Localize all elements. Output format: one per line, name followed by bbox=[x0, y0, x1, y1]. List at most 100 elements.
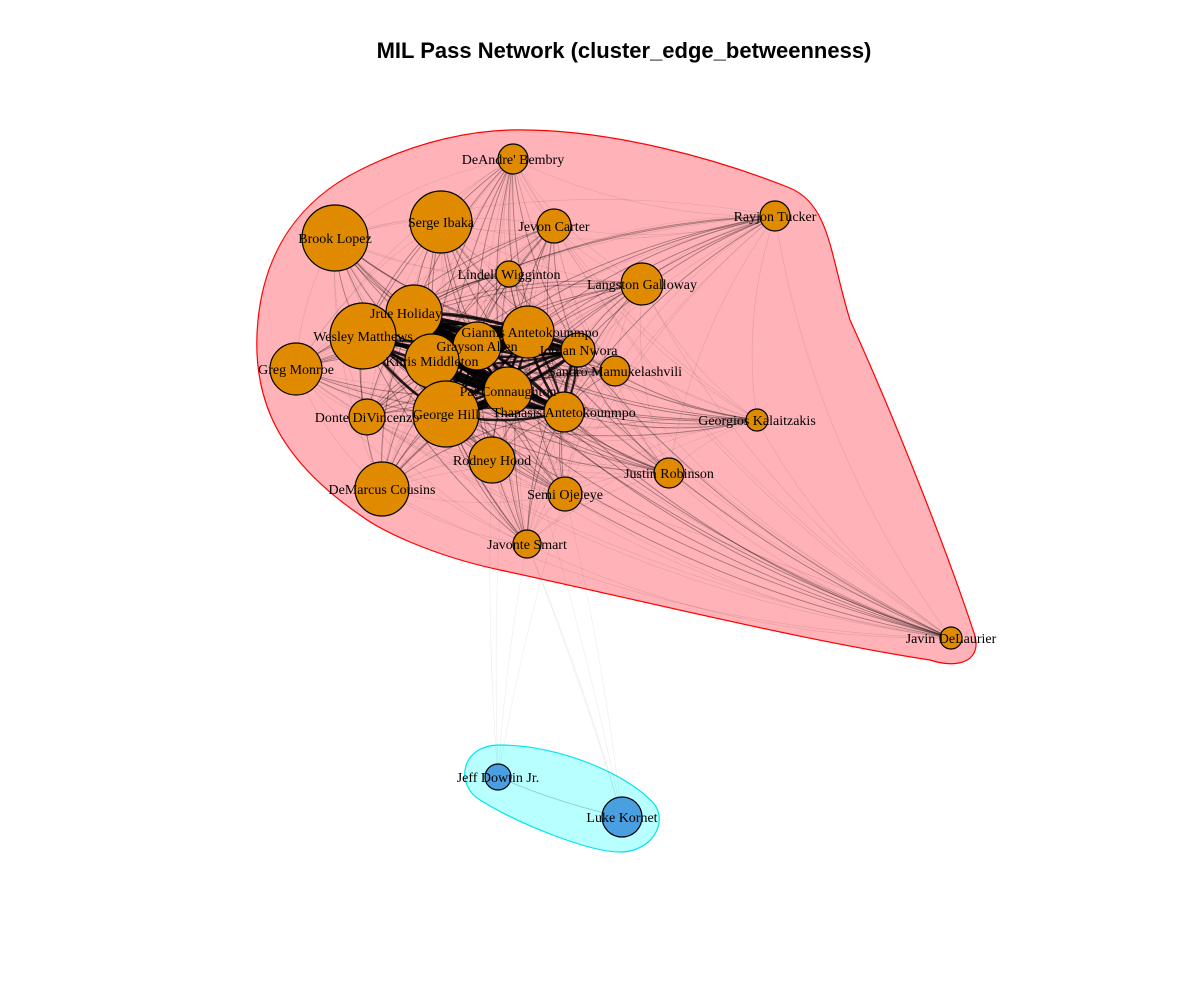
pass-edge bbox=[563, 411, 758, 429]
pass-edge bbox=[295, 368, 758, 429]
pass-edge bbox=[491, 417, 758, 461]
player-node bbox=[745, 408, 769, 432]
pass-edge bbox=[508, 215, 776, 275]
pass-edge bbox=[639, 283, 670, 474]
pass-edge bbox=[512, 158, 565, 413]
pass-edge bbox=[751, 215, 776, 421]
pass-edge bbox=[512, 158, 579, 351]
chart-title: MIL Pass Network (cluster_edge_betweenne… bbox=[377, 38, 872, 63]
player-node bbox=[653, 457, 685, 489]
player-label: Jordan Nwora bbox=[539, 344, 619, 359]
pass-edge bbox=[526, 370, 616, 545]
player-label: DeMarcus Cousins bbox=[329, 483, 436, 498]
pass-edge bbox=[295, 368, 493, 461]
player-node bbox=[412, 380, 480, 448]
pass-edge bbox=[508, 273, 952, 639]
pass-edge bbox=[756, 419, 952, 639]
player-node bbox=[543, 391, 585, 433]
player-node bbox=[483, 366, 533, 416]
pass-edge bbox=[491, 459, 623, 818]
player-node bbox=[329, 302, 397, 370]
pass-edge bbox=[553, 215, 776, 235]
pass-edge bbox=[507, 390, 952, 639]
player-node bbox=[409, 190, 473, 254]
player-node bbox=[348, 398, 386, 436]
pass-edge bbox=[295, 368, 509, 396]
pass-edge bbox=[553, 225, 670, 474]
pass-edge bbox=[564, 493, 952, 639]
pass-edge bbox=[497, 493, 566, 778]
pass-edge bbox=[366, 416, 952, 639]
pass-edge bbox=[508, 273, 670, 474]
player-node bbox=[301, 204, 369, 272]
player-label: Donte DiVincenzo bbox=[315, 411, 420, 426]
pass-edge bbox=[381, 488, 952, 639]
nodes-group bbox=[269, 143, 963, 838]
pass-edge bbox=[564, 493, 623, 818]
pass-edge bbox=[295, 368, 566, 495]
pass-edge bbox=[526, 349, 579, 545]
player-label: Jrue Holiday bbox=[370, 307, 442, 322]
pass-edge bbox=[527, 331, 758, 421]
pass-edge bbox=[553, 225, 758, 421]
player-label: Pat Connaughton bbox=[460, 385, 557, 400]
pass-edge bbox=[512, 158, 776, 217]
pass-edge bbox=[668, 215, 776, 474]
pass-edge bbox=[366, 158, 514, 418]
pass-edge bbox=[334, 237, 528, 545]
pass-edge bbox=[413, 215, 776, 314]
pass-edge bbox=[563, 411, 952, 639]
player-label: Jeff Dowtin Jr. bbox=[457, 771, 540, 786]
pass-edge bbox=[668, 472, 952, 639]
pass-edge bbox=[366, 225, 555, 418]
pass-edge bbox=[381, 370, 616, 490]
pass-edge bbox=[526, 543, 623, 818]
pass-edge bbox=[507, 390, 758, 425]
player-node bbox=[759, 200, 791, 232]
pass-edge bbox=[564, 283, 643, 495]
player-node bbox=[547, 476, 583, 512]
player-label: Wesley Matthews bbox=[313, 330, 413, 345]
player-label: Serge Ibaka bbox=[408, 216, 475, 231]
pass-edge bbox=[362, 335, 528, 545]
pass-edge bbox=[295, 158, 514, 370]
pass-edge bbox=[774, 215, 952, 639]
player-node bbox=[354, 461, 410, 517]
pass-edge bbox=[508, 273, 616, 372]
player-label: Thanasis Antetokounmpo bbox=[492, 406, 636, 421]
player-node bbox=[601, 796, 643, 838]
pass-edge bbox=[366, 416, 528, 545]
player-label: George Hill bbox=[413, 408, 479, 423]
player-node bbox=[512, 529, 542, 559]
pass-edge bbox=[526, 472, 670, 545]
pass-edge bbox=[577, 349, 670, 474]
player-label: Semi Ojeleye bbox=[527, 488, 603, 503]
pass-edge bbox=[334, 199, 776, 239]
player-node bbox=[620, 262, 664, 306]
player-label: Justin Robinson bbox=[624, 467, 714, 482]
pass-edge bbox=[512, 158, 758, 421]
pass-edge bbox=[641, 283, 758, 421]
player-label: Greg Monroe bbox=[258, 363, 334, 378]
pass-edge bbox=[614, 215, 776, 372]
player-label: Brook Lopez bbox=[298, 232, 371, 247]
pass-edge bbox=[564, 215, 776, 495]
player-label: Luke Kornet bbox=[586, 811, 657, 826]
labels-group: DeAndre' Bembry Serge Ibaka Jevon Carter Ra… bbox=[258, 153, 997, 826]
pass-edge bbox=[527, 215, 776, 333]
pass-edge bbox=[526, 543, 952, 639]
player-label: Lindell Wigginton bbox=[457, 268, 560, 283]
cluster-1-hull bbox=[256, 129, 977, 665]
player-node bbox=[269, 342, 323, 396]
player-node bbox=[468, 436, 516, 484]
pass-edge bbox=[413, 280, 643, 314]
player-label: DeAndre' Bembry bbox=[462, 153, 564, 168]
player-node bbox=[599, 355, 631, 387]
pass-edge bbox=[641, 283, 952, 639]
pass-edge bbox=[445, 413, 758, 437]
pass-edge bbox=[577, 349, 952, 639]
pass-edge bbox=[334, 237, 643, 287]
pass-edge bbox=[564, 419, 758, 495]
player-label: Sandro Mamukelashvili bbox=[548, 365, 682, 380]
